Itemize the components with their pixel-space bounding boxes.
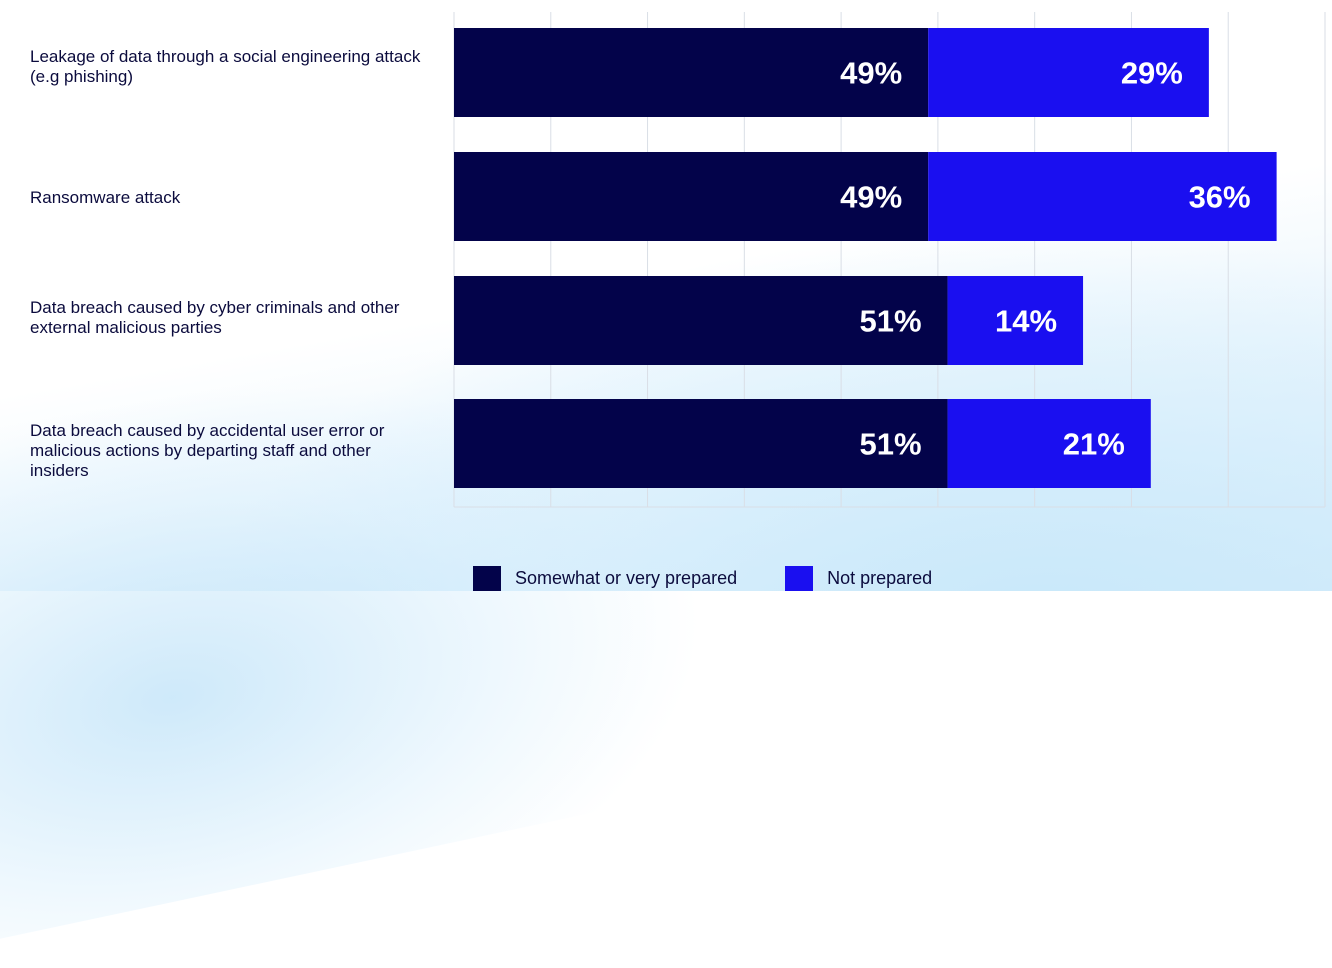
- data-label-not-prepared: 14%: [995, 304, 1057, 339]
- data-label-prepared: 51%: [860, 304, 922, 339]
- bar-prepared: [454, 28, 929, 117]
- data-label-prepared: 49%: [840, 180, 902, 215]
- data-label-prepared: 49%: [840, 56, 902, 91]
- bar-prepared: [454, 152, 929, 241]
- category-label: Data breach caused by accidental user er…: [30, 421, 385, 480]
- legend-item-not-prepared: Not prepared: [785, 566, 932, 591]
- bar-chart: 49% 29% 49% 36% 51% 14% 51% 21%: [453, 12, 1326, 508]
- bar-not-prepared: [928, 28, 1209, 117]
- data-label-not-prepared: 21%: [1063, 427, 1125, 462]
- category-label: Ransomware attack: [30, 188, 181, 207]
- bar-prepared: [454, 399, 948, 488]
- category-label: Data breach caused by cyber criminals an…: [30, 298, 400, 337]
- legend-swatch-not-prepared: [785, 566, 814, 591]
- bars: 49% 29% 49% 36% 51% 14% 51% 21%: [454, 28, 1277, 488]
- category-label: Leakage of data through a social enginee…: [30, 47, 421, 86]
- legend-swatch-prepared: [473, 566, 501, 591]
- legend: Somewhat or very prepared Not prepared: [473, 566, 980, 591]
- bar-prepared: [454, 276, 948, 365]
- bar-not-prepared: [947, 276, 1084, 365]
- legend-label-prepared: Somewhat or very prepared: [515, 568, 738, 588]
- bar-not-prepared: [928, 152, 1277, 241]
- data-label-not-prepared: 29%: [1121, 56, 1183, 91]
- legend-label-not-prepared: Not prepared: [827, 568, 933, 588]
- legend-item-prepared: Somewhat or very prepared: [473, 566, 737, 591]
- bar-not-prepared: [947, 399, 1151, 488]
- data-label-prepared: 51%: [860, 427, 922, 462]
- data-label-not-prepared: 36%: [1189, 180, 1251, 215]
